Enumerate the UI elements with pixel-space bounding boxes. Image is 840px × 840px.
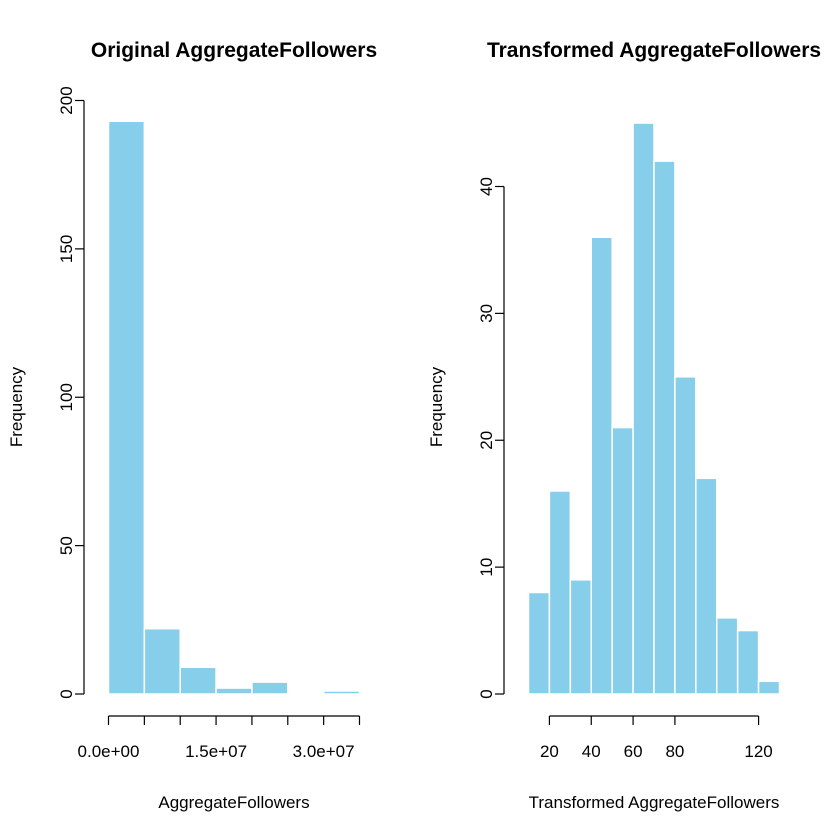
- y-tick-label: 50: [57, 536, 76, 555]
- bars-group: [527, 122, 781, 695]
- histogram-bar: [757, 680, 781, 695]
- x-tick-label: 80: [665, 742, 684, 761]
- histogram-bar: [215, 687, 253, 695]
- y-axis-label: Frequency: [7, 366, 26, 447]
- y-tick-label: 20: [477, 431, 496, 450]
- bars-group: [107, 120, 361, 695]
- histogram-bar: [569, 579, 592, 695]
- x-tick-label: 20: [540, 742, 559, 761]
- x-axis-label: Transformed AggregateFollowers: [529, 793, 780, 812]
- y-tick-label: 30: [477, 304, 496, 323]
- x-tick-label: 40: [582, 742, 601, 761]
- y-tick-label: 10: [477, 558, 496, 577]
- x-tick-label: 1.5e+07: [185, 742, 247, 761]
- chart-title: Transformed AggregateFollowers: [487, 39, 821, 62]
- y-axis: 0 10 20 30 40: [477, 177, 505, 699]
- y-tick-label: 0: [477, 689, 496, 698]
- transformed-histogram-panel: Transformed AggregateFollowers Transform…: [427, 39, 821, 812]
- y-tick-label: 40: [477, 177, 496, 196]
- histogram-bar: [695, 477, 718, 695]
- histogram-bar: [674, 376, 697, 695]
- histogram-bar: [251, 681, 289, 695]
- histogram-bar: [736, 629, 760, 695]
- x-axis: 20 40 60 80 120: [540, 715, 773, 761]
- original-histogram-panel: Original AggregateFollowers AggregateFol…: [7, 39, 377, 812]
- histogram-bar: [716, 617, 739, 695]
- x-tick-label: 3.0e+07: [293, 742, 355, 761]
- histogram-bar: [611, 426, 634, 695]
- histogram-bar: [107, 120, 146, 695]
- y-tick-label: 200: [57, 86, 76, 114]
- histogram-bar: [322, 690, 361, 695]
- histogram-bar: [632, 122, 655, 695]
- histogram-bar: [653, 160, 676, 695]
- histogram-bar: [590, 236, 613, 695]
- x-tick-label: 60: [624, 742, 643, 761]
- histogram-bar: [179, 666, 217, 695]
- y-tick-label: 100: [57, 383, 76, 411]
- chart-title: Original AggregateFollowers: [91, 39, 377, 62]
- x-tick-label: 0.0e+00: [78, 742, 140, 761]
- x-axis: 0.0e+00 1.5e+07 3.0e+07: [78, 715, 361, 761]
- y-tick-label: 150: [57, 235, 76, 263]
- x-tick-label: 120: [744, 742, 772, 761]
- histogram-bar: [143, 627, 181, 695]
- histogram-bar: [548, 490, 572, 695]
- y-axis: 0 50 100 150 200: [57, 86, 85, 699]
- y-axis-label: Frequency: [427, 366, 446, 447]
- histogram-bar: [527, 591, 551, 695]
- x-axis-label: AggregateFollowers: [158, 793, 309, 812]
- y-tick-label: 0: [57, 689, 76, 698]
